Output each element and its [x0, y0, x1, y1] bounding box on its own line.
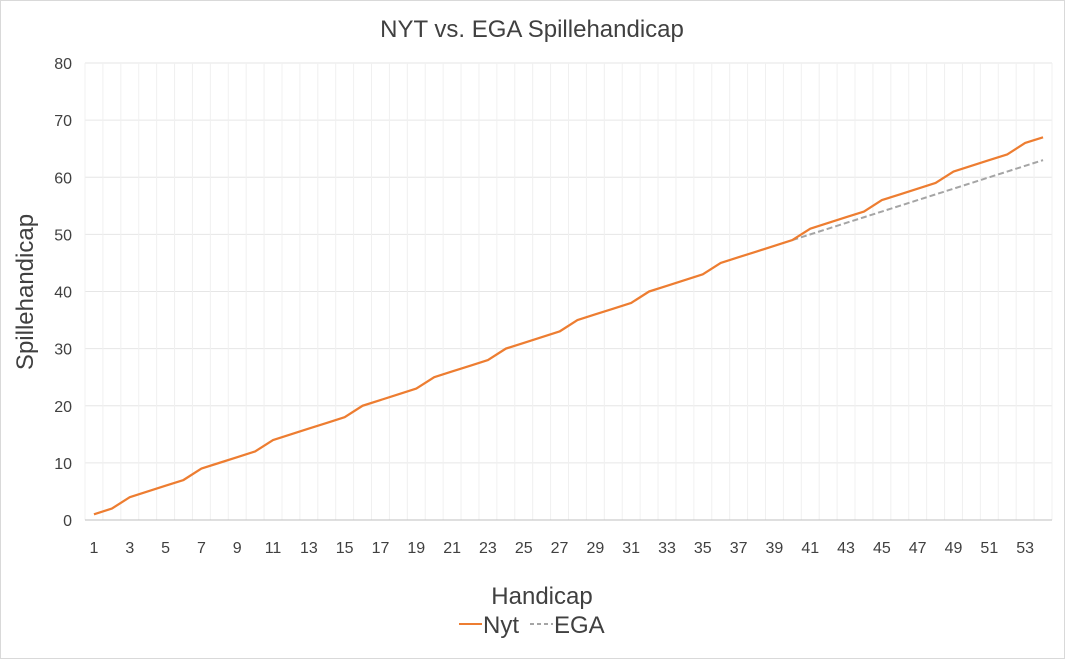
x-tick-label: 43 — [837, 540, 855, 557]
x-tick-label: 11 — [265, 540, 282, 557]
x-tick-label: 31 — [622, 540, 640, 557]
series-lines — [93, 136, 1044, 516]
legend: Nyt EGA — [459, 612, 605, 639]
x-tick-label: 47 — [909, 540, 927, 557]
chart-title: NYT vs. EGA Spillehandicap — [380, 16, 684, 43]
x-tick-label: 5 — [161, 540, 170, 557]
y-tick-label: 80 — [54, 56, 72, 73]
y-tick-label: 0 — [63, 513, 72, 530]
y-tick-labels: 0 10 20 30 40 50 60 70 80 — [54, 56, 72, 530]
y-tick-label: 10 — [54, 456, 72, 473]
series-line-ega — [792, 159, 1044, 242]
x-axis-title: Handicap — [491, 583, 592, 610]
x-tick-label: 13 — [300, 540, 318, 557]
x-tick-label: 3 — [125, 540, 134, 557]
y-axis-title: Spillehandicap — [12, 214, 39, 370]
x-tick-label: 37 — [730, 540, 748, 557]
series-line-nyt — [93, 136, 1044, 516]
x-tick-label: 7 — [197, 540, 206, 557]
grid-lines — [84, 62, 1053, 520]
y-tick-label: 70 — [54, 113, 72, 130]
x-tick-label: 23 — [479, 540, 497, 557]
x-tick-label: 15 — [336, 540, 354, 557]
y-tick-label: 20 — [54, 399, 72, 416]
x-tick-label: 19 — [407, 540, 425, 557]
x-tick-label: 25 — [515, 540, 533, 557]
x-tick-labels: 1 3 5 7 9 11 13 15 17 19 21 23 25 27 29 31 33 35 37 39 41 43 4… — [90, 540, 1035, 557]
x-tick-label: 45 — [873, 540, 891, 557]
x-tick-label: 21 — [443, 540, 461, 557]
y-tick-label: 60 — [54, 170, 72, 187]
x-tick-label: 51 — [980, 540, 998, 557]
x-tick-label: 53 — [1016, 540, 1034, 557]
x-tick-label: 1 — [90, 540, 99, 557]
x-tick-label: 27 — [551, 540, 569, 557]
x-tick-label: 17 — [372, 540, 390, 557]
x-tick-label: 49 — [945, 540, 963, 557]
legend-label-nyt: Nyt — [483, 612, 519, 639]
x-tick-label: 41 — [801, 540, 819, 557]
legend-label-ega: EGA — [554, 612, 605, 639]
x-tick-label: 33 — [658, 540, 676, 557]
y-tick-label: 30 — [54, 342, 72, 359]
x-tick-label: 29 — [586, 540, 604, 557]
y-tick-label: 40 — [54, 285, 72, 302]
y-tick-label: 50 — [54, 227, 72, 244]
x-tick-label: 39 — [766, 540, 784, 557]
x-tick-label: 9 — [233, 540, 242, 557]
x-tick-label: 35 — [694, 540, 712, 557]
